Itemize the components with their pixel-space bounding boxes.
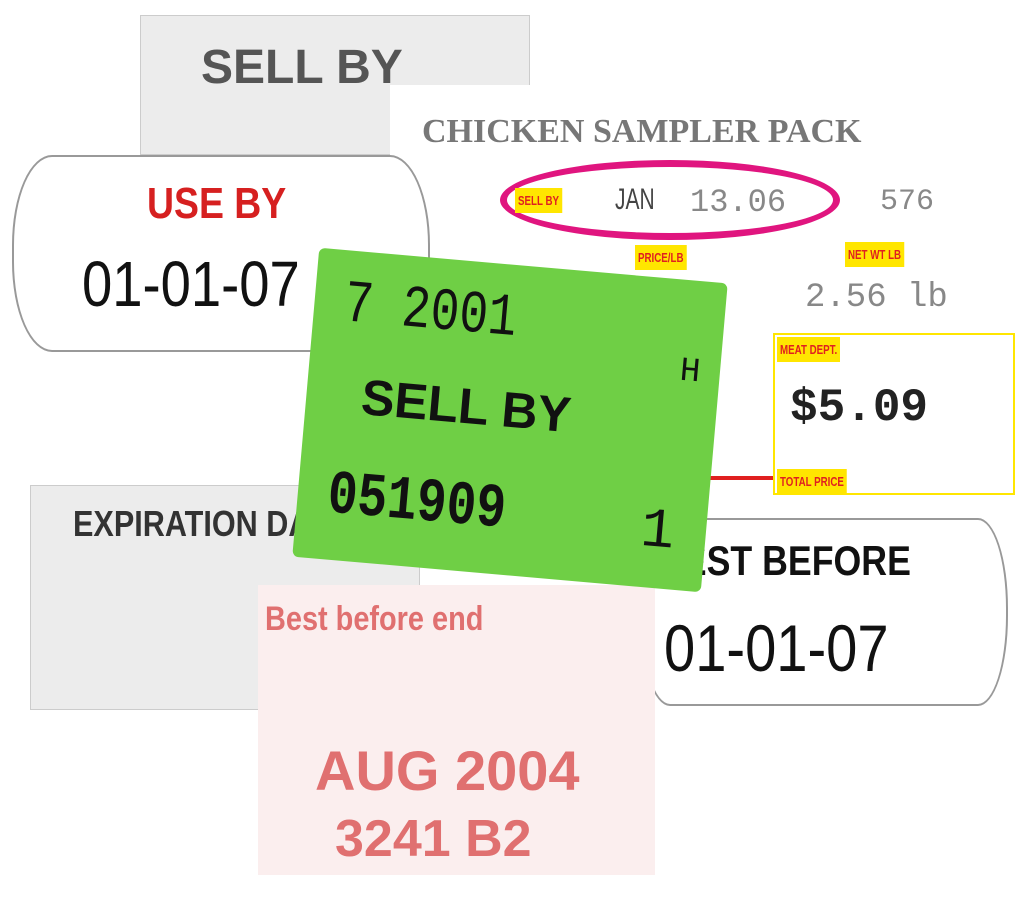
label-line: 3241 B2 [335,810,532,868]
total: $5.09 [790,382,929,434]
label-title: SELL BY [359,369,574,444]
label-title: USE BY [147,179,287,228]
green-label: 7 2001 H SELL BY 051909 1 [292,247,728,593]
tag: NET WT LB [845,242,905,267]
label-code: 051909 [324,459,509,546]
label-line: AUG 2004 [315,739,580,802]
code: 576 [880,185,935,219]
label-date: 01-01-07 [664,611,889,685]
label-digit: 1 [638,497,678,565]
highlight-ellipse [500,160,840,240]
label-corner: H [678,352,702,393]
label-text: SELL BY [201,41,403,94]
month: JAN [615,183,655,216]
label-top: 7 2001 [341,271,520,355]
tag: MEAT DEPT. [777,337,841,362]
best-before-label: BEST BEFORE 01-01-07 [640,518,1008,706]
tag: TOTAL PRICE [777,469,847,494]
tag: PRICE/LB [635,245,687,270]
product-title: CHICKEN SAMPLER PACK [422,113,862,150]
weight: 2.56 lb [805,279,948,317]
price-box: MEAT DEPT. $5.09 TOTAL PRICE [773,333,1015,495]
red-line [700,476,775,480]
pink-label: Best before end AUG 2004 3241 B2 [258,585,655,875]
tag: SELL BY [515,188,563,213]
label-date: 01-01-07 [82,248,300,320]
label-title: Best before end [265,600,484,638]
day: 13.06 [690,184,787,221]
